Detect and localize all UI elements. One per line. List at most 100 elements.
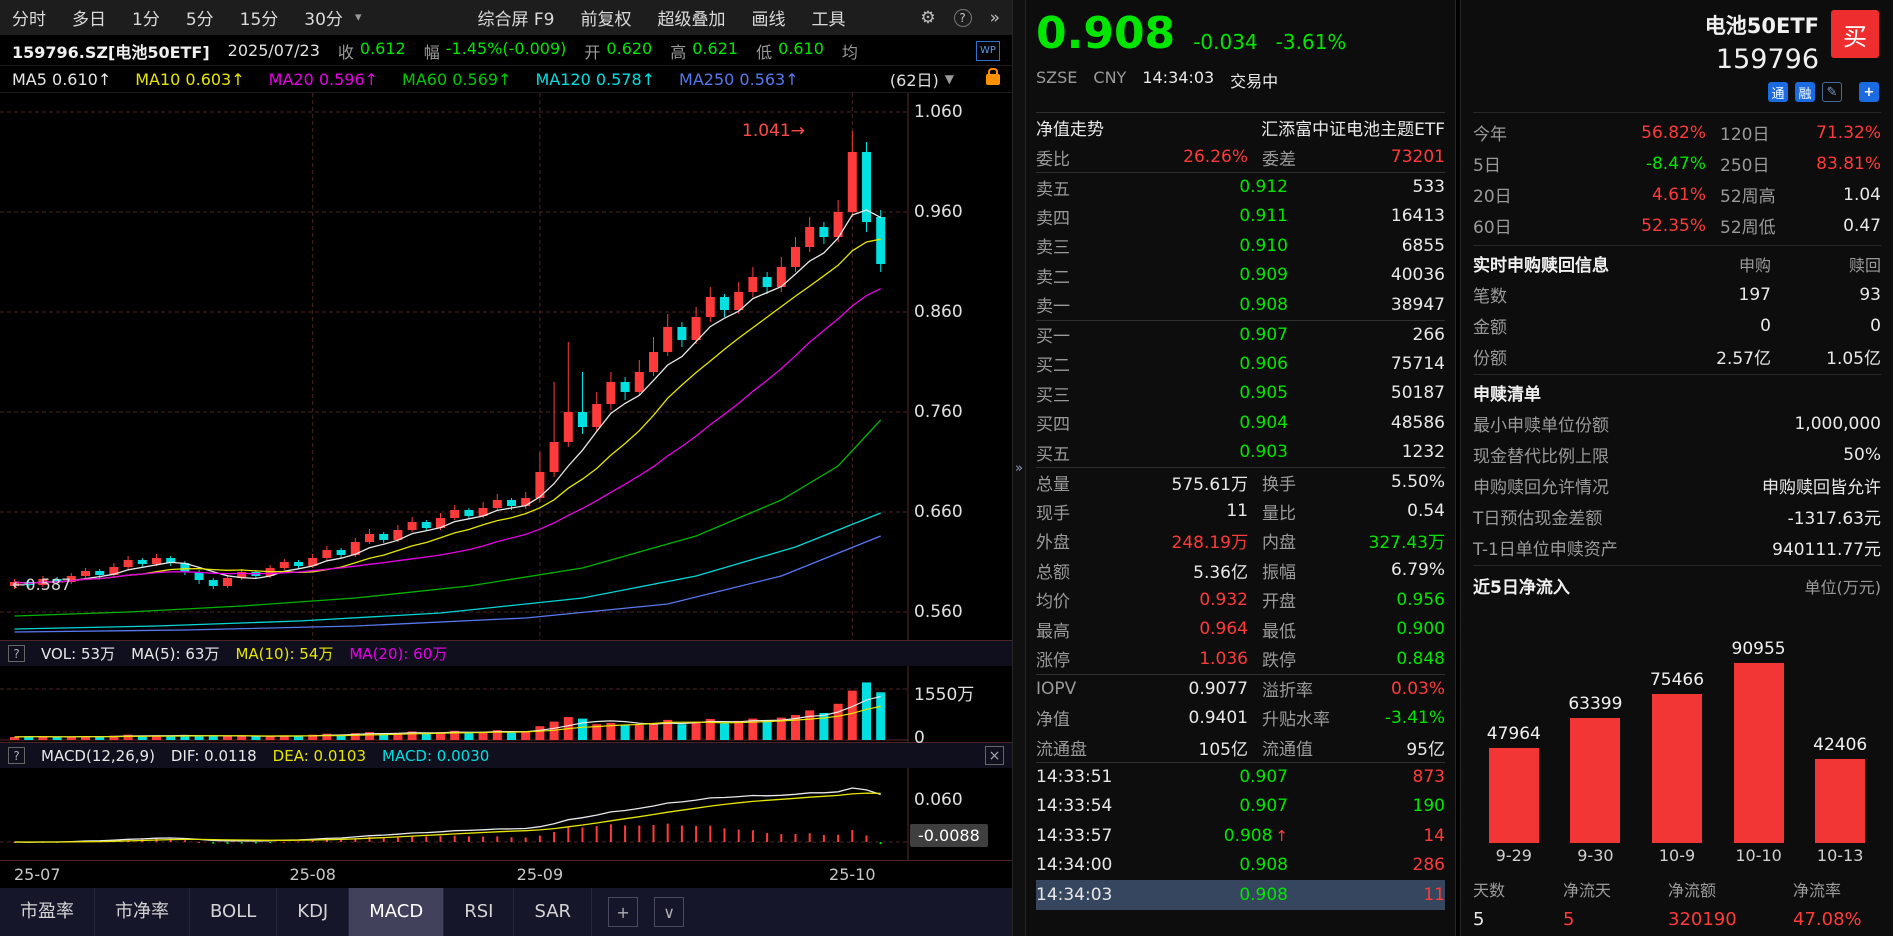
indicator-tabs: 市盈率 市净率 BOLL KDJ MACD RSI SAR + ∨ [0, 888, 1012, 936]
bid-label: 买三 [1036, 385, 1070, 406]
toolbar-period-5min[interactable]: 5分 [185, 10, 214, 30]
collapse-pane-button[interactable]: ∨ [654, 897, 685, 927]
list-value: 申购赎回皆允许 [1762, 478, 1881, 498]
flow-date-label: 10-10 [1735, 846, 1782, 865]
close-indicator-icon[interactable]: × [985, 746, 1004, 765]
flag-marker-icon[interactable]: WP [976, 40, 1000, 61]
net-inflow-bar-chart: 47964 9-29 63399 9-30 75466 10-9 90955 10-10 424… [1473, 601, 1881, 869]
toolbar-action-forward-adjusted[interactable]: 前复权 [580, 10, 632, 30]
toolbar-action-tools[interactable]: 工具 [811, 10, 846, 30]
purchase-value: 197 [1738, 284, 1771, 305]
macd-chart[interactable]: 0.060 -0.0088 [0, 768, 1012, 860]
etf-info-panel: 电池50ETF 159796 买 通融 ✎ + 今年 56.82% 120日 71.32%… [1460, 0, 1893, 936]
tab-macd[interactable]: MACD [349, 888, 445, 936]
net-inflow-section: 近5日净流入 单位(万元) 47964 9-29 63399 9-30 75466 10-… [1473, 566, 1881, 931]
bid-label: 买五 [1036, 444, 1070, 465]
bid-row[interactable]: 买一 0.907 266 [1036, 319, 1445, 350]
flow-summary-item: 净流天 5 [1563, 877, 1668, 930]
more-chevrons-icon[interactable]: » [989, 7, 1000, 28]
ask-row[interactable]: 卖二 0.909 40036 [1036, 261, 1445, 291]
tick-volume: 190 [1412, 796, 1445, 817]
lock-icon[interactable] [986, 67, 1000, 85]
tick-time: 14:34:03 [1036, 884, 1113, 905]
stat-value: 575.61万 [1171, 474, 1248, 495]
x-axis-label: 25-09 [516, 865, 564, 884]
flow-value: 63399 [1568, 694, 1623, 714]
ask-row[interactable]: 卖五 0.912 533 [1036, 172, 1445, 202]
volume-chart[interactable]: 1550万 0 [0, 666, 1012, 748]
bid-volume: 50187 [1390, 383, 1445, 404]
list-value: -1317.63元 [1787, 509, 1881, 529]
tick-up-arrow-icon: ↑ [1275, 826, 1288, 845]
macd-value-label: DIF: 0.0118 [170, 746, 257, 765]
bid-row[interactable]: 买三 0.905 50187 [1036, 379, 1445, 409]
tab-boll[interactable]: BOLL [190, 888, 278, 936]
buy-button[interactable]: 买 [1831, 10, 1879, 58]
settings-gear-icon[interactable]: ⚙ [920, 7, 936, 28]
toolbar-action-super-overlay[interactable]: 超级叠加 [657, 10, 726, 30]
help-icon[interactable]: ? [8, 747, 25, 764]
bid-row[interactable]: 买五 0.903 1232 [1036, 438, 1445, 468]
add-icon[interactable]: + [1859, 82, 1879, 102]
bid-row[interactable]: 买二 0.906 75714 [1036, 349, 1445, 379]
ask-row[interactable]: 卖四 0.911 16413 [1036, 202, 1445, 232]
flow-value: 90955 [1731, 639, 1786, 659]
stat-value: 0.9077 [1188, 678, 1248, 699]
add-indicator-button[interactable]: + [608, 897, 639, 927]
list-label: 现金替代比例上限 [1473, 447, 1609, 467]
weibi-value: 26.26% [1183, 147, 1248, 168]
macd-current-value-badge: -0.0088 [910, 824, 988, 847]
badge-margin[interactable]: 融 [1795, 82, 1815, 102]
bid-label: 买一 [1036, 327, 1070, 348]
stat-row: 净值 0.9401 升贴水率 -3.41% [1036, 703, 1445, 733]
purchase-column-header: 申购 [1738, 255, 1771, 275]
field-close: 收 0.612 [338, 39, 406, 63]
ask-row[interactable]: 卖三 0.910 6855 [1036, 231, 1445, 261]
toolbar-action-draw-line[interactable]: 画线 [751, 10, 786, 30]
help-icon[interactable]: ? [953, 8, 972, 27]
quote-rows: 净值走势 汇添富中证电池主题ETF 委比 26.26% 委差 73201 卖五 0.912 53… [1036, 113, 1445, 910]
badge-connect[interactable]: 通 [1768, 82, 1788, 102]
tab-sar[interactable]: SAR [514, 888, 593, 936]
candlestick-chart[interactable]: 1.041→ ←0.587 1.060 0.960 0.860 0.760 0.660 0… [0, 93, 1012, 640]
period-label: 60日 [1473, 218, 1512, 238]
tick-time: 14:34:00 [1036, 855, 1113, 876]
period-label: 120日 [1720, 125, 1770, 145]
tab-pb-ratio[interactable]: 市净率 [95, 888, 190, 936]
price-axis-label: 0.660 [914, 502, 963, 522]
bid-row[interactable]: 买四 0.904 48586 [1036, 408, 1445, 438]
stat-value: 11 [1226, 501, 1248, 522]
ask-price: 0.908 [1239, 294, 1288, 315]
toolbar-icons: ⚙? » [920, 8, 1000, 28]
tab-pe-ratio[interactable]: 市盈率 [0, 888, 95, 936]
instrument-name-block: 电池50ETF 159796 [1705, 10, 1819, 75]
redemption-list-row: 最小申赎单位份额 1,000,000 [1473, 408, 1881, 439]
help-icon[interactable]: ? [8, 645, 25, 662]
stat-value: 0.9401 [1188, 707, 1248, 728]
range-selector[interactable]: (62日) ▼ [890, 67, 954, 91]
toolbar-action-composite-screen-f9[interactable]: 综合屏 F9 [477, 10, 555, 30]
netvalue-trend-link[interactable]: 净值走势 [1036, 120, 1104, 141]
panel-collapse-handle[interactable]: » [1012, 0, 1026, 936]
toolbar-period-multi-day[interactable]: 多日 [72, 10, 106, 30]
period-dropdown-icon[interactable]: ▾ [354, 10, 362, 25]
summary-label: 净流天 [1563, 881, 1612, 900]
toolbar-period-15min[interactable]: 15分 [239, 10, 279, 30]
trading-status: 交易中 [1230, 72, 1279, 91]
ask-row[interactable]: 卖一 0.908 38947 [1036, 290, 1445, 320]
stat-value: 0.900 [1396, 619, 1445, 640]
tab-kdj[interactable]: KDJ [277, 888, 350, 936]
toolbar-period-30min[interactable]: 30分 [304, 10, 343, 30]
redemption-list-header: 申赎清单 [1473, 377, 1881, 408]
tab-rsi[interactable]: RSI [444, 888, 515, 936]
flow-bar-stack: 90955 [1718, 601, 1800, 843]
bid-price: 0.904 [1239, 412, 1288, 433]
stat-label: 溢折率 [1262, 681, 1313, 702]
stat-row: 现手 11 量比 0.54 [1036, 497, 1445, 527]
ask-volume: 533 [1412, 177, 1445, 198]
redeem-value: 1.05亿 [1826, 349, 1881, 369]
toolbar-period-timeshare[interactable]: 分时 [12, 10, 46, 30]
volume-header: ? VOL: 53万 MA(5): 63万 MA(10): 54万 MA(20): 60… [0, 640, 1012, 666]
toolbar-period-1min[interactable]: 1分 [132, 10, 160, 30]
edit-note-icon[interactable]: ✎ [1822, 82, 1842, 102]
